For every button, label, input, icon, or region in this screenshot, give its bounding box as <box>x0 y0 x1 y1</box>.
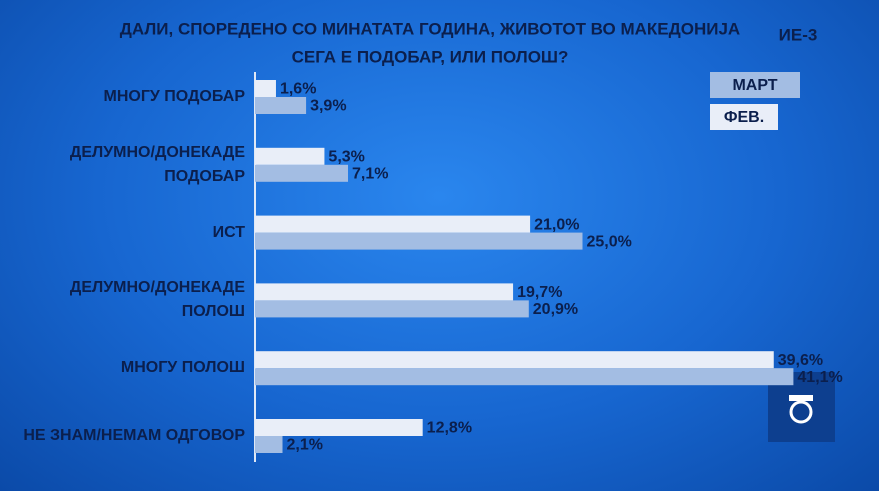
value-label: 25,0% <box>587 233 632 250</box>
bar <box>255 215 531 233</box>
value-label: 39,6% <box>778 352 823 369</box>
category-label: ИСТ <box>212 223 245 241</box>
bar <box>255 419 423 436</box>
category-label: МНОГУ ПОДОБАР <box>103 88 246 105</box>
legend-label: МАРТ <box>732 77 777 94</box>
category-label: ДЕЛУМНО/ДОНЕКАДЕ ПОДОБАР <box>69 143 245 185</box>
value-label: 3,9% <box>310 98 346 115</box>
corner-label: ИЕ-3 <box>779 25 818 44</box>
legend-label: ФЕВ. <box>724 109 764 126</box>
bar <box>255 164 349 182</box>
bar <box>255 147 325 165</box>
bar <box>255 80 276 97</box>
category-label: ДЕЛУМНО/ДОНЕКАДЕ ПОЛОШ <box>69 279 245 321</box>
value-label: 21,0% <box>534 216 579 233</box>
bar <box>255 436 283 453</box>
legend-swatch <box>710 72 800 98</box>
bar <box>255 300 529 318</box>
value-label: 12,8% <box>427 420 472 437</box>
value-label: 1,6% <box>280 81 316 98</box>
legend-swatch <box>710 104 778 130</box>
bar <box>255 351 774 369</box>
value-label: 7,1% <box>352 166 388 183</box>
bar <box>255 97 307 114</box>
chart-title-line: ДАЛИ, СПОРЕДЕНО СО МИНАТАТА ГОДИНА, ЖИВО… <box>120 19 740 38</box>
chart-title-line: СЕГА Е ПОДОБАР, ИЛИ ПОЛОШ? <box>292 47 569 66</box>
bar <box>255 232 583 250</box>
value-label: 20,9% <box>533 301 578 318</box>
bar <box>255 368 794 386</box>
category-label: НЕ ЗНАМ/НЕМАМ ОДГОВОР <box>23 427 245 444</box>
value-label: 5,3% <box>328 149 364 166</box>
bar <box>255 283 514 301</box>
value-label: 41,1% <box>797 369 842 386</box>
category-label: МНОГУ ПОЛОШ <box>120 359 245 377</box>
value-label: 2,1% <box>287 437 323 454</box>
value-label: 19,7% <box>517 284 562 301</box>
